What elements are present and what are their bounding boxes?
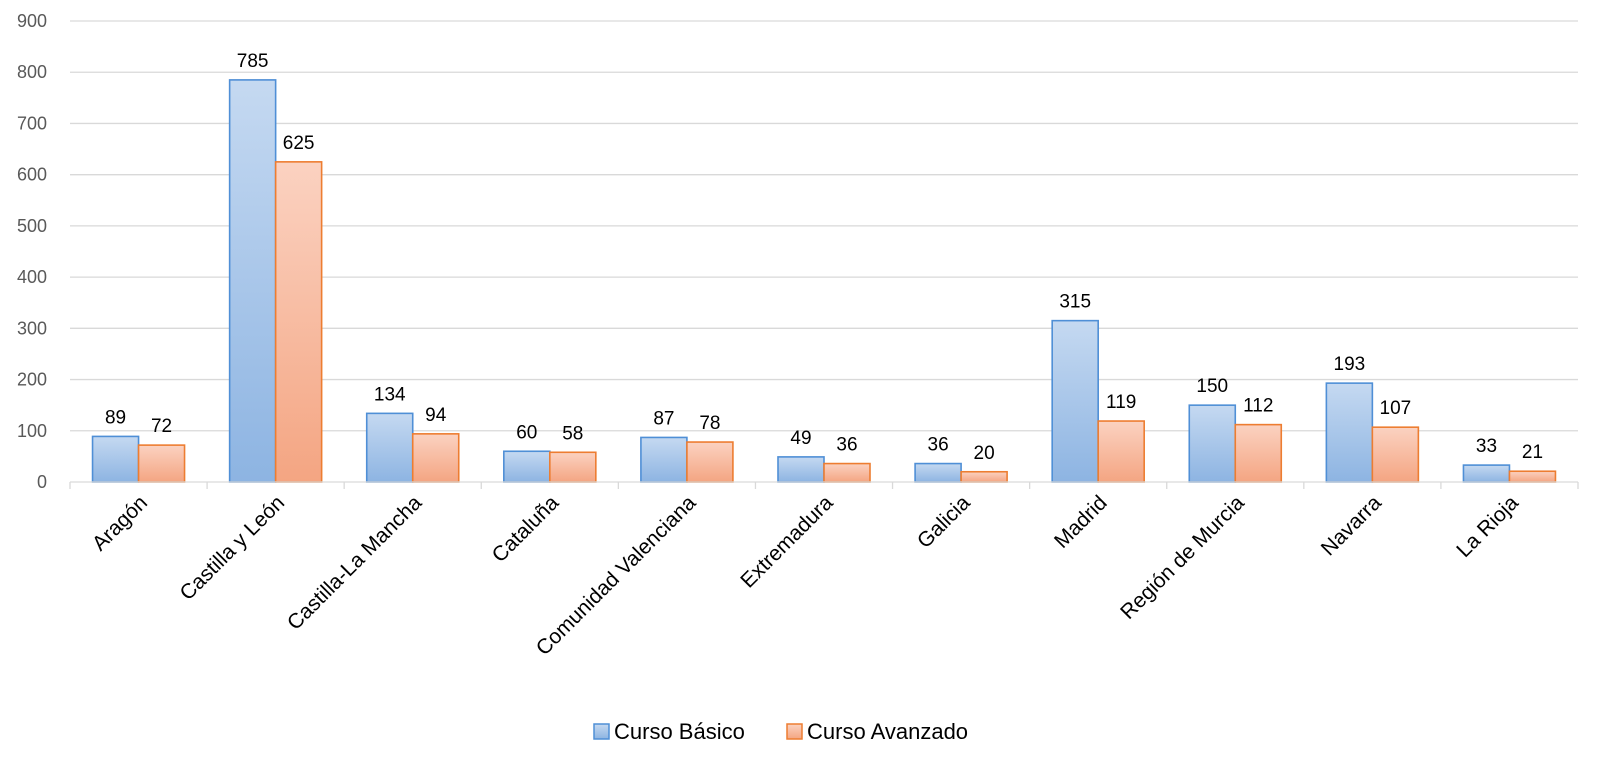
data-label: 112 — [1243, 396, 1273, 417]
bar-avanzado — [960, 470, 1008, 483]
bar-avanzado — [549, 451, 597, 483]
data-label: 193 — [1334, 354, 1366, 375]
x-category-label: Aragón — [88, 491, 152, 555]
legend-swatch — [786, 723, 803, 740]
bar-basico — [1325, 382, 1374, 483]
y-tick-label: 500 — [17, 216, 47, 236]
data-label: 119 — [1106, 392, 1136, 413]
y-tick-label: 600 — [17, 165, 47, 185]
data-label: 78 — [699, 413, 720, 434]
data-label: 49 — [790, 428, 811, 449]
data-label: 87 — [653, 408, 674, 429]
y-tick-label: 700 — [17, 113, 47, 133]
y-tick-label: 200 — [17, 370, 47, 390]
data-label: 785 — [237, 51, 269, 72]
data-label: 21 — [1522, 442, 1543, 463]
x-category-label: Galicia — [913, 491, 975, 553]
x-category-label: Cataluña — [488, 491, 564, 567]
bar-avanzado — [137, 444, 186, 483]
y-axis-tick-labels: 0 100 200 300 400 500 600 700 800 900 — [17, 11, 47, 492]
bar-basico — [777, 456, 825, 483]
x-category-label: Extremadura — [736, 491, 837, 592]
bar-basico — [228, 79, 277, 483]
bar-basico — [640, 436, 688, 483]
data-label: 107 — [1380, 398, 1412, 419]
x-category-label: Castilla-La Mancha — [283, 491, 427, 635]
y-tick-label: 0 — [37, 472, 47, 492]
x-category-label: Región de Murcia — [1116, 491, 1249, 624]
legend: Curso Básico Curso Avanzado — [593, 719, 968, 744]
data-label: 150 — [1196, 376, 1228, 397]
bar-basico — [503, 450, 551, 483]
x-category-label: Navarra — [1317, 491, 1386, 560]
data-labels: 89 72 785 625 134 94 60 58 87 78 49 36 36 20 315 119 150… — [105, 51, 1543, 464]
y-tick-label: 100 — [17, 421, 47, 441]
x-category-label: Castilla y León — [176, 491, 290, 605]
data-label: 89 — [105, 407, 126, 428]
y-tick-label: 900 — [17, 11, 47, 31]
bar-avanzado — [411, 433, 460, 483]
data-label: 33 — [1476, 436, 1497, 457]
legend-label: Curso Avanzado — [807, 719, 968, 744]
bar-basico — [1051, 319, 1099, 483]
data-label: 36 — [836, 435, 857, 456]
x-category-label: La Rioja — [1452, 491, 1523, 562]
bar-basico — [91, 435, 140, 483]
x-category-label: Comunidad Valenciana — [532, 491, 701, 660]
bar-avanzado — [1097, 420, 1145, 483]
y-tick-label: 800 — [17, 62, 47, 82]
data-label: 20 — [974, 443, 995, 464]
data-label: 72 — [151, 416, 172, 437]
bar-avanzado — [1508, 470, 1557, 483]
bar-avanzado — [274, 161, 323, 483]
data-label: 36 — [928, 435, 949, 456]
bar-avanzado — [686, 441, 734, 483]
legend-label: Curso Básico — [614, 719, 745, 744]
bar-avanzado — [823, 462, 871, 483]
legend-swatch — [593, 723, 610, 740]
bar-basico — [1462, 464, 1511, 483]
data-label: 60 — [516, 422, 537, 443]
data-label: 625 — [283, 133, 315, 154]
bar-basico — [1188, 404, 1237, 483]
data-label: 315 — [1059, 292, 1091, 313]
bar-avanzado — [1234, 423, 1283, 483]
bar-basico — [365, 412, 414, 483]
x-category-label: Madrid — [1050, 491, 1112, 553]
bar-avanzado — [1371, 426, 1420, 483]
y-tick-label: 400 — [17, 267, 47, 287]
bar-basico — [914, 462, 962, 483]
x-axis — [69, 481, 1579, 489]
data-label: 134 — [374, 384, 406, 405]
y-tick-label: 300 — [17, 318, 47, 338]
bars — [91, 79, 1557, 483]
data-label: 58 — [562, 423, 583, 444]
data-label: 94 — [425, 405, 447, 426]
